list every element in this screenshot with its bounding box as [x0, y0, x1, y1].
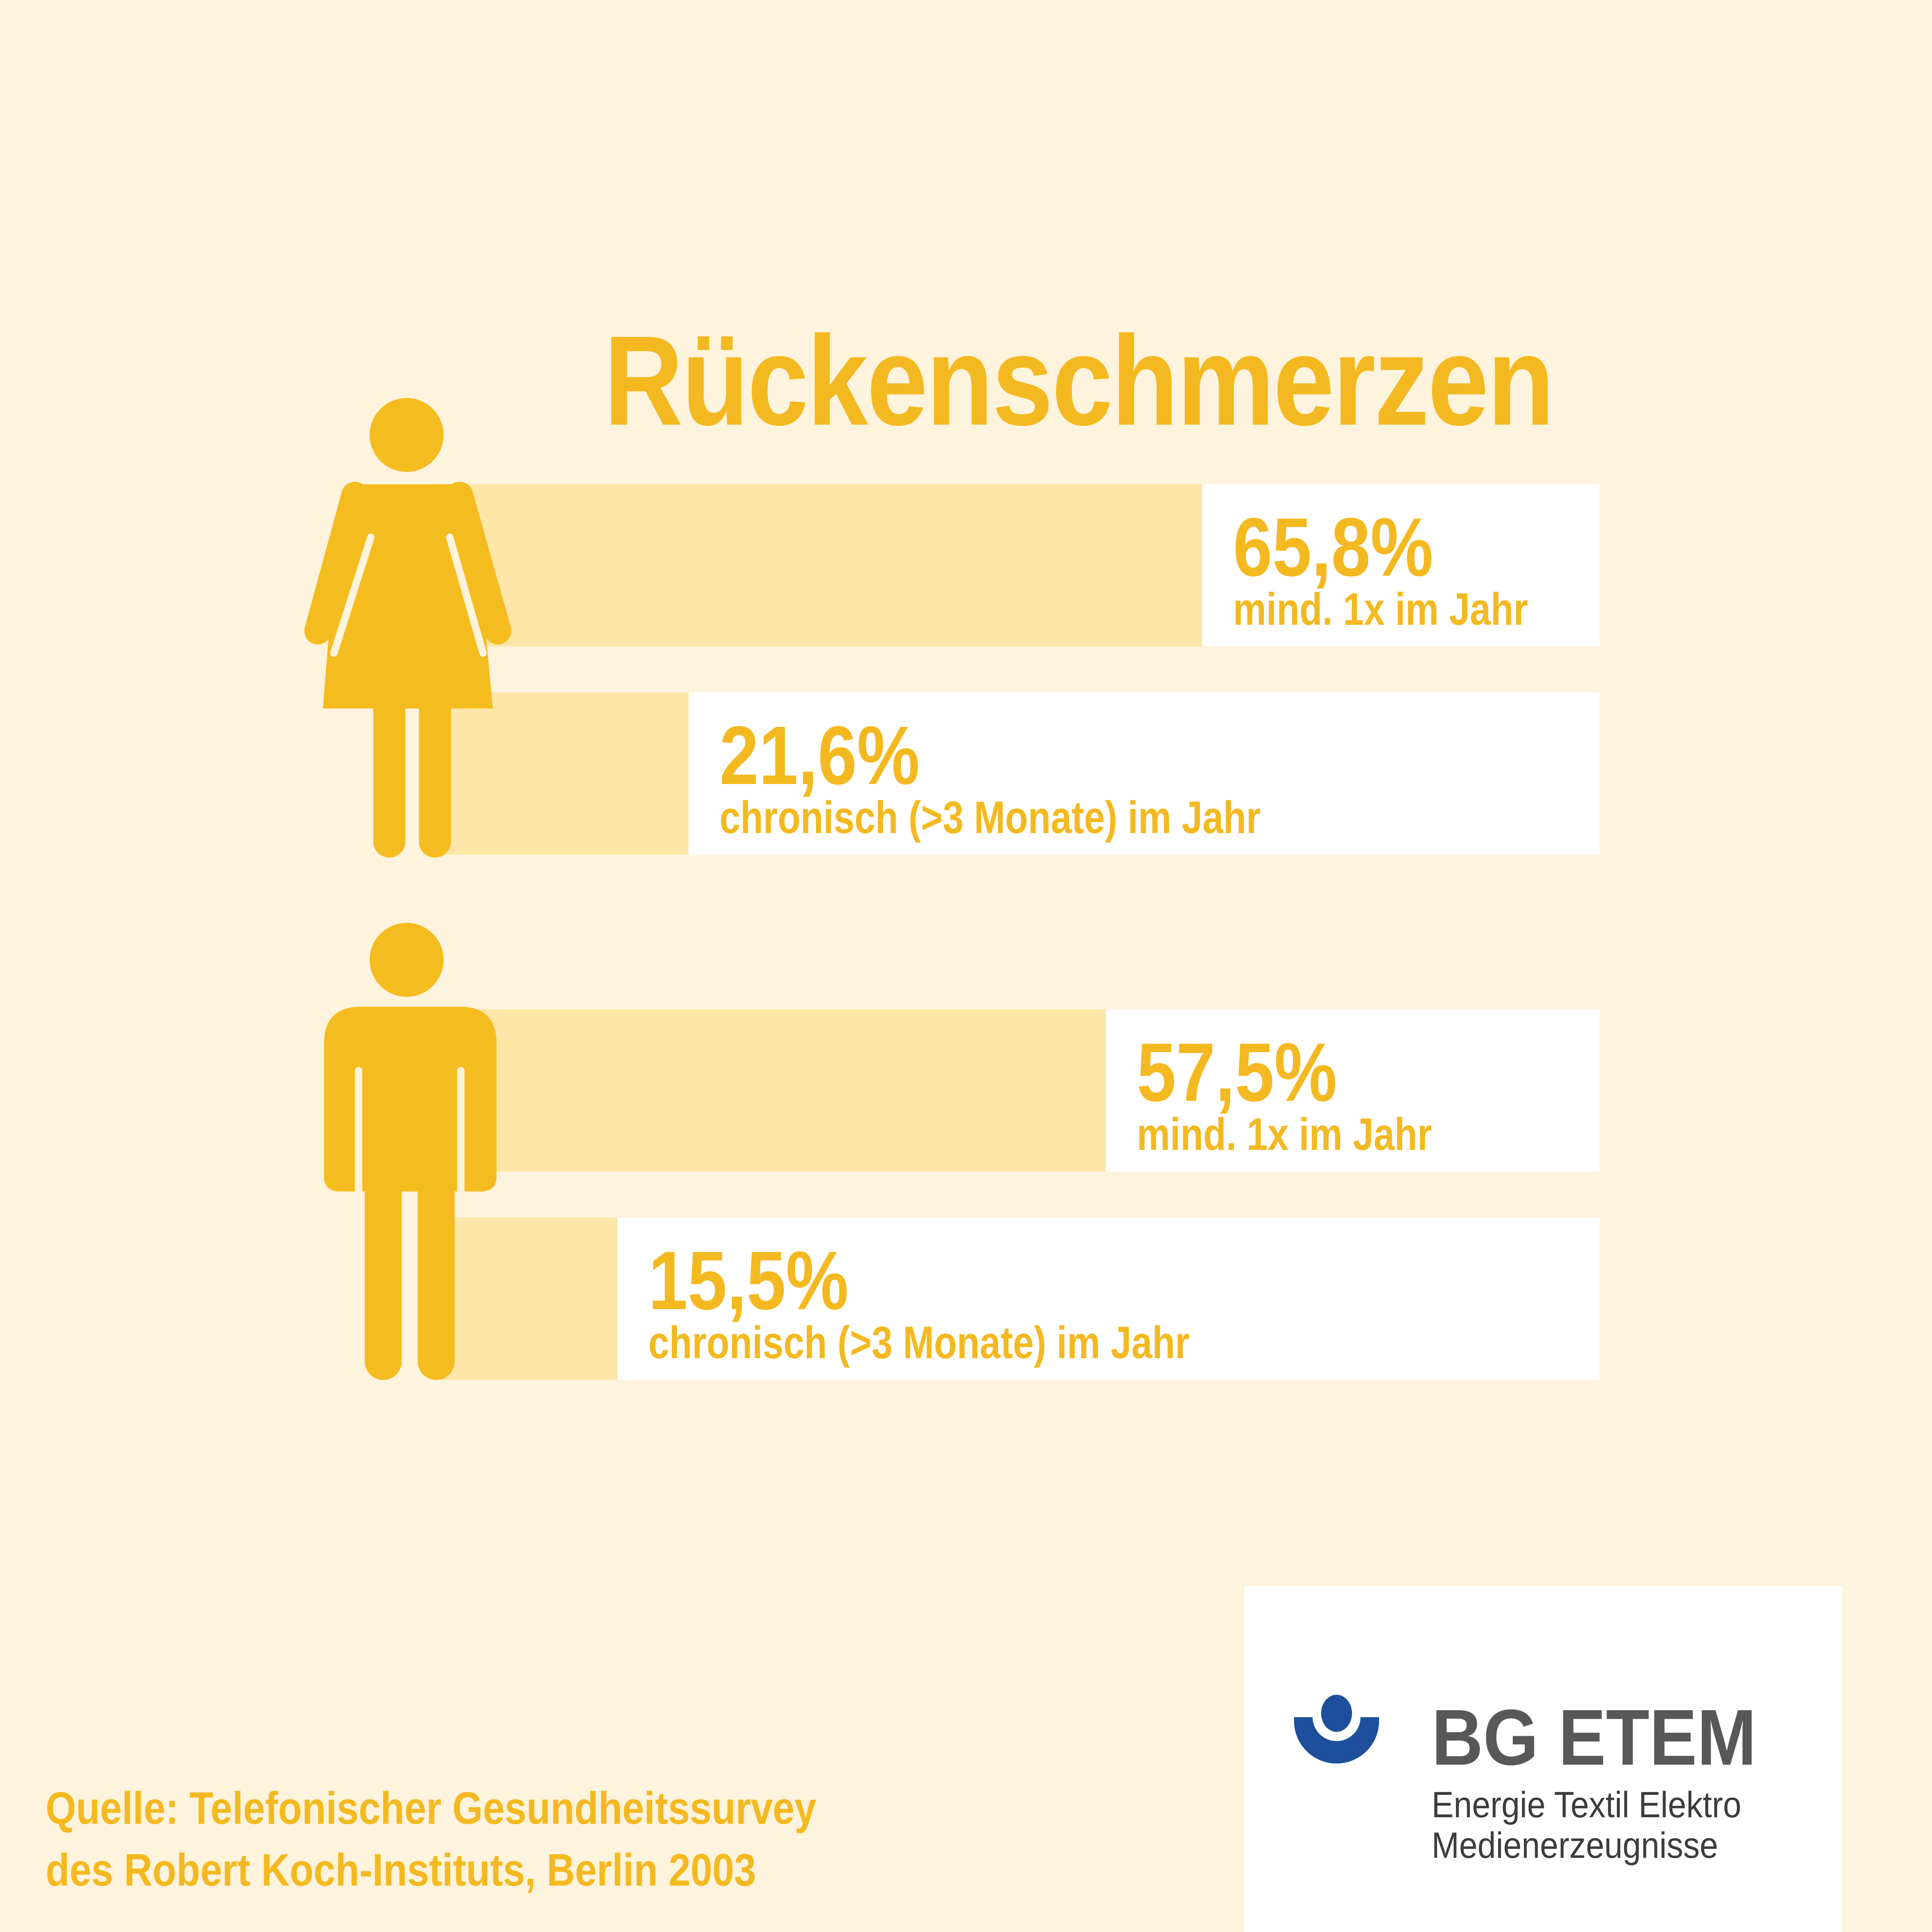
- bar-track: [437, 1009, 1600, 1172]
- bar-fill: [437, 484, 1202, 646]
- bar-track: [437, 484, 1600, 646]
- logo-subline-1: Energie Textil Elektro: [1432, 1784, 1742, 1825]
- source-note: Quelle: Telefonischer Gesundheitssurvey …: [46, 1777, 816, 1901]
- value-label: 21,6%: [719, 709, 920, 802]
- category-label: chronisch (>3 Monate) im Jahr: [648, 1317, 1190, 1368]
- source-prefix: Quelle:: [46, 1783, 179, 1834]
- value-label: 57,5%: [1136, 1026, 1337, 1119]
- bg-etem-logo: BG ETEM Energie Textil Elektro Medienerz…: [1245, 1586, 1842, 1932]
- bar-track: [437, 1218, 1600, 1380]
- source-line-1: Telefonischer Gesundheitssurvey: [189, 1783, 816, 1834]
- logo-subline-2: Medienerzeugnisse: [1432, 1825, 1718, 1866]
- value-label: 15,5%: [648, 1234, 849, 1327]
- value-label: 65,8%: [1233, 500, 1434, 594]
- category-label: mind. 1x im Jahr: [1233, 584, 1528, 635]
- bar-fill: [437, 1009, 1106, 1172]
- bar-track: [437, 692, 1600, 855]
- bar-fill: [437, 692, 689, 855]
- source-line-2: des Robert Koch-Instituts, Berlin 2003: [46, 1845, 756, 1896]
- bg-etem-emblem-icon: [1294, 1695, 1379, 1764]
- chart-title: Rückenschmerzen: [604, 309, 1554, 452]
- bar-fill: [437, 1218, 618, 1380]
- category-label: mind. 1x im Jahr: [1136, 1109, 1432, 1160]
- logo-name: BG ETEM: [1432, 1693, 1757, 1782]
- category-label: chronisch (>3 Monate) im Jahr: [719, 792, 1261, 843]
